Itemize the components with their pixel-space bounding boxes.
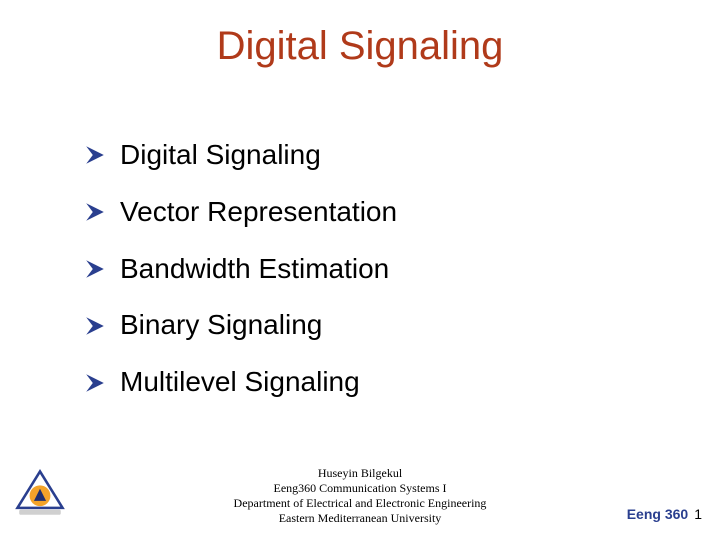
list-item: Digital Signaling [84, 140, 660, 171]
arrow-bullet-icon [84, 201, 106, 223]
slide-title: Digital Signaling [0, 24, 720, 69]
bullet-list: Digital Signaling Vector Representation … [84, 140, 660, 424]
list-item: Multilevel Signaling [84, 367, 660, 398]
arrow-bullet-icon [84, 372, 106, 394]
page-number: 1 [694, 506, 702, 522]
bullet-text: Digital Signaling [120, 140, 321, 171]
bullet-text: Bandwidth Estimation [120, 254, 389, 285]
footer-university: Eastern Mediterranean University [0, 511, 720, 526]
arrow-bullet-icon [84, 258, 106, 280]
arrow-bullet-icon [84, 315, 106, 337]
list-item: Bandwidth Estimation [84, 254, 660, 285]
list-item: Binary Signaling [84, 310, 660, 341]
bullet-text: Multilevel Signaling [120, 367, 360, 398]
slide: Digital Signaling Digital Signaling Vect… [0, 0, 720, 540]
course-tag: Eeng 360 1 [627, 506, 702, 522]
footer-course: Eeng360 Communication Systems I [0, 481, 720, 496]
footer-department: Department of Electrical and Electronic … [0, 496, 720, 511]
footer: Huseyin Bilgekul Eeng360 Communication S… [0, 466, 720, 526]
course-code: Eeng 360 [627, 506, 688, 522]
list-item: Vector Representation [84, 197, 660, 228]
footer-author: Huseyin Bilgekul [0, 466, 720, 481]
bullet-text: Vector Representation [120, 197, 397, 228]
bullet-text: Binary Signaling [120, 310, 322, 341]
arrow-bullet-icon [84, 144, 106, 166]
